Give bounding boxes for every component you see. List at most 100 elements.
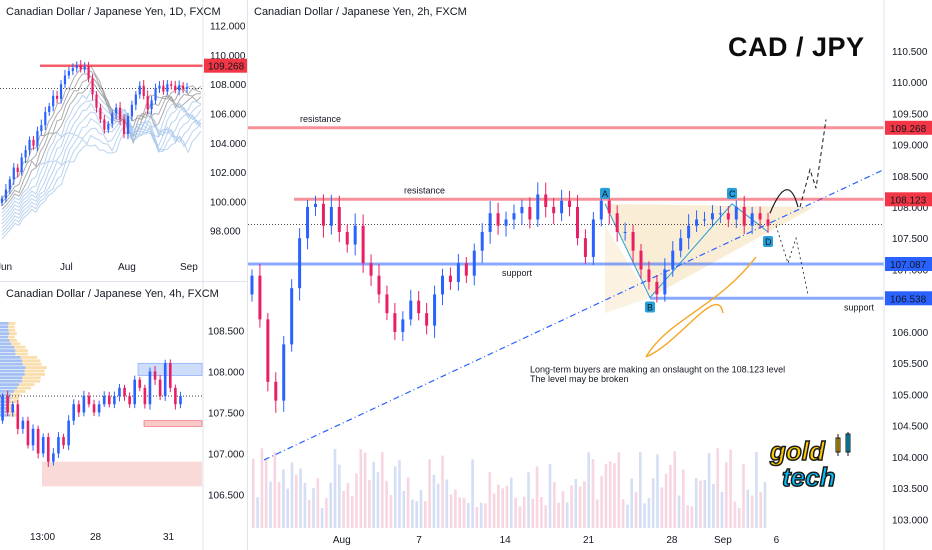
daily-candle (32, 139, 35, 146)
volume-bar (471, 459, 474, 528)
h2-candle (345, 231, 349, 245)
daily-candle (99, 107, 102, 120)
ma-line (1, 70, 202, 203)
h2-candle (393, 313, 397, 332)
volume-bar (445, 479, 449, 528)
daily-ytick-label: 104.000 (210, 139, 247, 150)
h2-candle (321, 203, 325, 226)
h4-candle (153, 371, 157, 380)
h2-price-badge (885, 120, 932, 135)
h2-candle (448, 275, 452, 282)
ma-line (1, 65, 202, 199)
daily-xtick-label: Jun (0, 262, 12, 273)
h2-ytick-label: 108.000 (892, 203, 929, 214)
volume-bar (411, 499, 414, 528)
daily-candle (79, 65, 82, 70)
volume-bar (312, 488, 315, 528)
volume-profile-bar-sell (24, 373, 46, 376)
h4-chart-svg[interactable]: 108.500 108.000 107.500 107.000 106.500 13:00… (0, 282, 247, 550)
volume-bar (682, 469, 685, 528)
volume-bar (716, 448, 719, 528)
h2-ytick-label: 109.500 (892, 109, 929, 120)
h4-candle (26, 420, 30, 446)
volume-bar (428, 459, 431, 528)
daily-candle (95, 94, 98, 108)
h2-price-badge (885, 192, 932, 207)
volume-bar (763, 482, 767, 528)
h2-ytick-label: 110.000 (892, 78, 928, 89)
h2-candle (742, 206, 746, 226)
volume-bar (514, 497, 517, 528)
h4-candle (174, 387, 177, 405)
volume-bar (686, 505, 689, 528)
h4-xtick-label: 13:00 (30, 532, 55, 543)
h4-candle (128, 396, 131, 405)
daily-candle (181, 85, 185, 89)
logo-text-tech: tech (782, 462, 835, 492)
volume-bar (596, 499, 599, 528)
h2-candle (679, 238, 683, 251)
h2-chart-svg[interactable]: resistance resistance support support A B C D Lo… (248, 0, 932, 550)
volume-bar (368, 479, 371, 528)
h4-candle (36, 428, 40, 454)
daily-chart-panel[interactable]: 112.000 110.000 108.000 106.000 104.000 102.0… (0, 0, 247, 282)
volume-bar (540, 496, 543, 528)
volume-profile-bar-sell (8, 322, 16, 325)
volume-bar (591, 459, 595, 528)
volume-profile-bar-sell (9, 339, 18, 342)
volume-bar (750, 495, 754, 528)
h2-price-badge-label: 109.268 (890, 124, 927, 135)
h2-candle (599, 200, 603, 220)
h4-candle (16, 404, 20, 429)
volume-bar (660, 487, 664, 528)
h2-candle (591, 219, 595, 257)
volume-profile-bar-sell (7, 403, 14, 407)
daily-candle (134, 94, 137, 105)
volume-bar (393, 466, 397, 528)
h4-candle (1, 396, 4, 421)
daily-xtick-label: Jul (60, 262, 73, 273)
volume-profile-bar (0, 376, 23, 380)
volume-bar (505, 485, 509, 528)
daily-candle (44, 112, 47, 126)
volume-bar (381, 451, 384, 528)
volume-bar (436, 483, 440, 528)
volume-bar (419, 489, 423, 528)
h2-ytick-label: 110.500 (892, 47, 928, 58)
pattern-point-label: A (602, 189, 608, 199)
volume-profile-bar-sell (17, 386, 31, 390)
volume-bar (316, 478, 320, 528)
daily-candle (55, 95, 59, 99)
daily-candle (91, 78, 94, 95)
h4-candle (52, 453, 55, 462)
h2-candle (663, 269, 667, 295)
h4-candle (123, 387, 126, 397)
daily-chart-svg[interactable]: 112.000 110.000 108.000 106.000 104.000 102.0… (0, 0, 247, 282)
daily-candle (126, 116, 130, 134)
h2-candle (401, 319, 405, 332)
h2-candle (750, 213, 754, 226)
ma-ribbon (1, 65, 202, 239)
h2-xtick-label: 28 (666, 535, 678, 546)
volume-bar (295, 474, 298, 528)
h2-candle (425, 313, 429, 326)
volume-bar (402, 491, 406, 528)
volume-bar (282, 469, 285, 528)
volume-profile-bar-sell (8, 328, 16, 332)
h2-candle (695, 219, 699, 226)
volume-profile (0, 322, 47, 417)
volume-profile-bar (0, 369, 25, 373)
h2-candle (639, 250, 643, 270)
volume-bars (252, 448, 767, 528)
volume-bar (325, 498, 328, 528)
h2-candle (536, 194, 540, 220)
volume-bar (299, 468, 302, 528)
h4-chart-panel[interactable]: 108.500 108.000 107.500 107.000 106.500 13:00… (0, 282, 247, 550)
ma-line (1, 114, 202, 229)
h2-candle (607, 200, 611, 214)
ma-line (1, 121, 202, 236)
h2-chart-panel[interactable]: resistance resistance support support A B C D Lo… (248, 0, 932, 550)
h4-candle (6, 396, 9, 413)
volume-bar (372, 461, 375, 528)
daily-candle (20, 157, 23, 173)
